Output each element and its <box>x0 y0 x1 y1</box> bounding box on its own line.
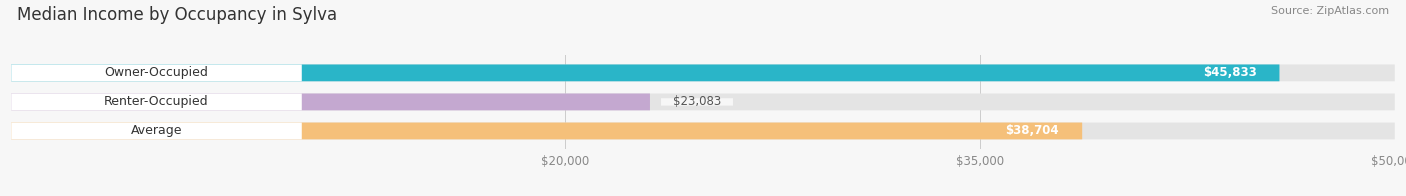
Text: Source: ZipAtlas.com: Source: ZipAtlas.com <box>1271 6 1389 16</box>
Text: Average: Average <box>131 124 183 137</box>
Text: Owner-Occupied: Owner-Occupied <box>104 66 208 79</box>
Text: Median Income by Occupancy in Sylva: Median Income by Occupancy in Sylva <box>17 6 337 24</box>
FancyBboxPatch shape <box>11 64 1395 81</box>
FancyBboxPatch shape <box>11 64 302 81</box>
Text: $38,704: $38,704 <box>1005 124 1059 137</box>
FancyBboxPatch shape <box>661 98 733 106</box>
FancyBboxPatch shape <box>11 122 1083 139</box>
Text: $45,833: $45,833 <box>1202 66 1257 79</box>
FancyBboxPatch shape <box>11 122 1395 139</box>
Text: Renter-Occupied: Renter-Occupied <box>104 95 209 108</box>
FancyBboxPatch shape <box>11 93 650 110</box>
FancyBboxPatch shape <box>11 122 302 139</box>
FancyBboxPatch shape <box>11 93 1395 110</box>
FancyBboxPatch shape <box>1191 69 1268 77</box>
FancyBboxPatch shape <box>11 93 302 110</box>
FancyBboxPatch shape <box>11 64 1279 81</box>
FancyBboxPatch shape <box>994 127 1071 135</box>
Text: $23,083: $23,083 <box>673 95 721 108</box>
